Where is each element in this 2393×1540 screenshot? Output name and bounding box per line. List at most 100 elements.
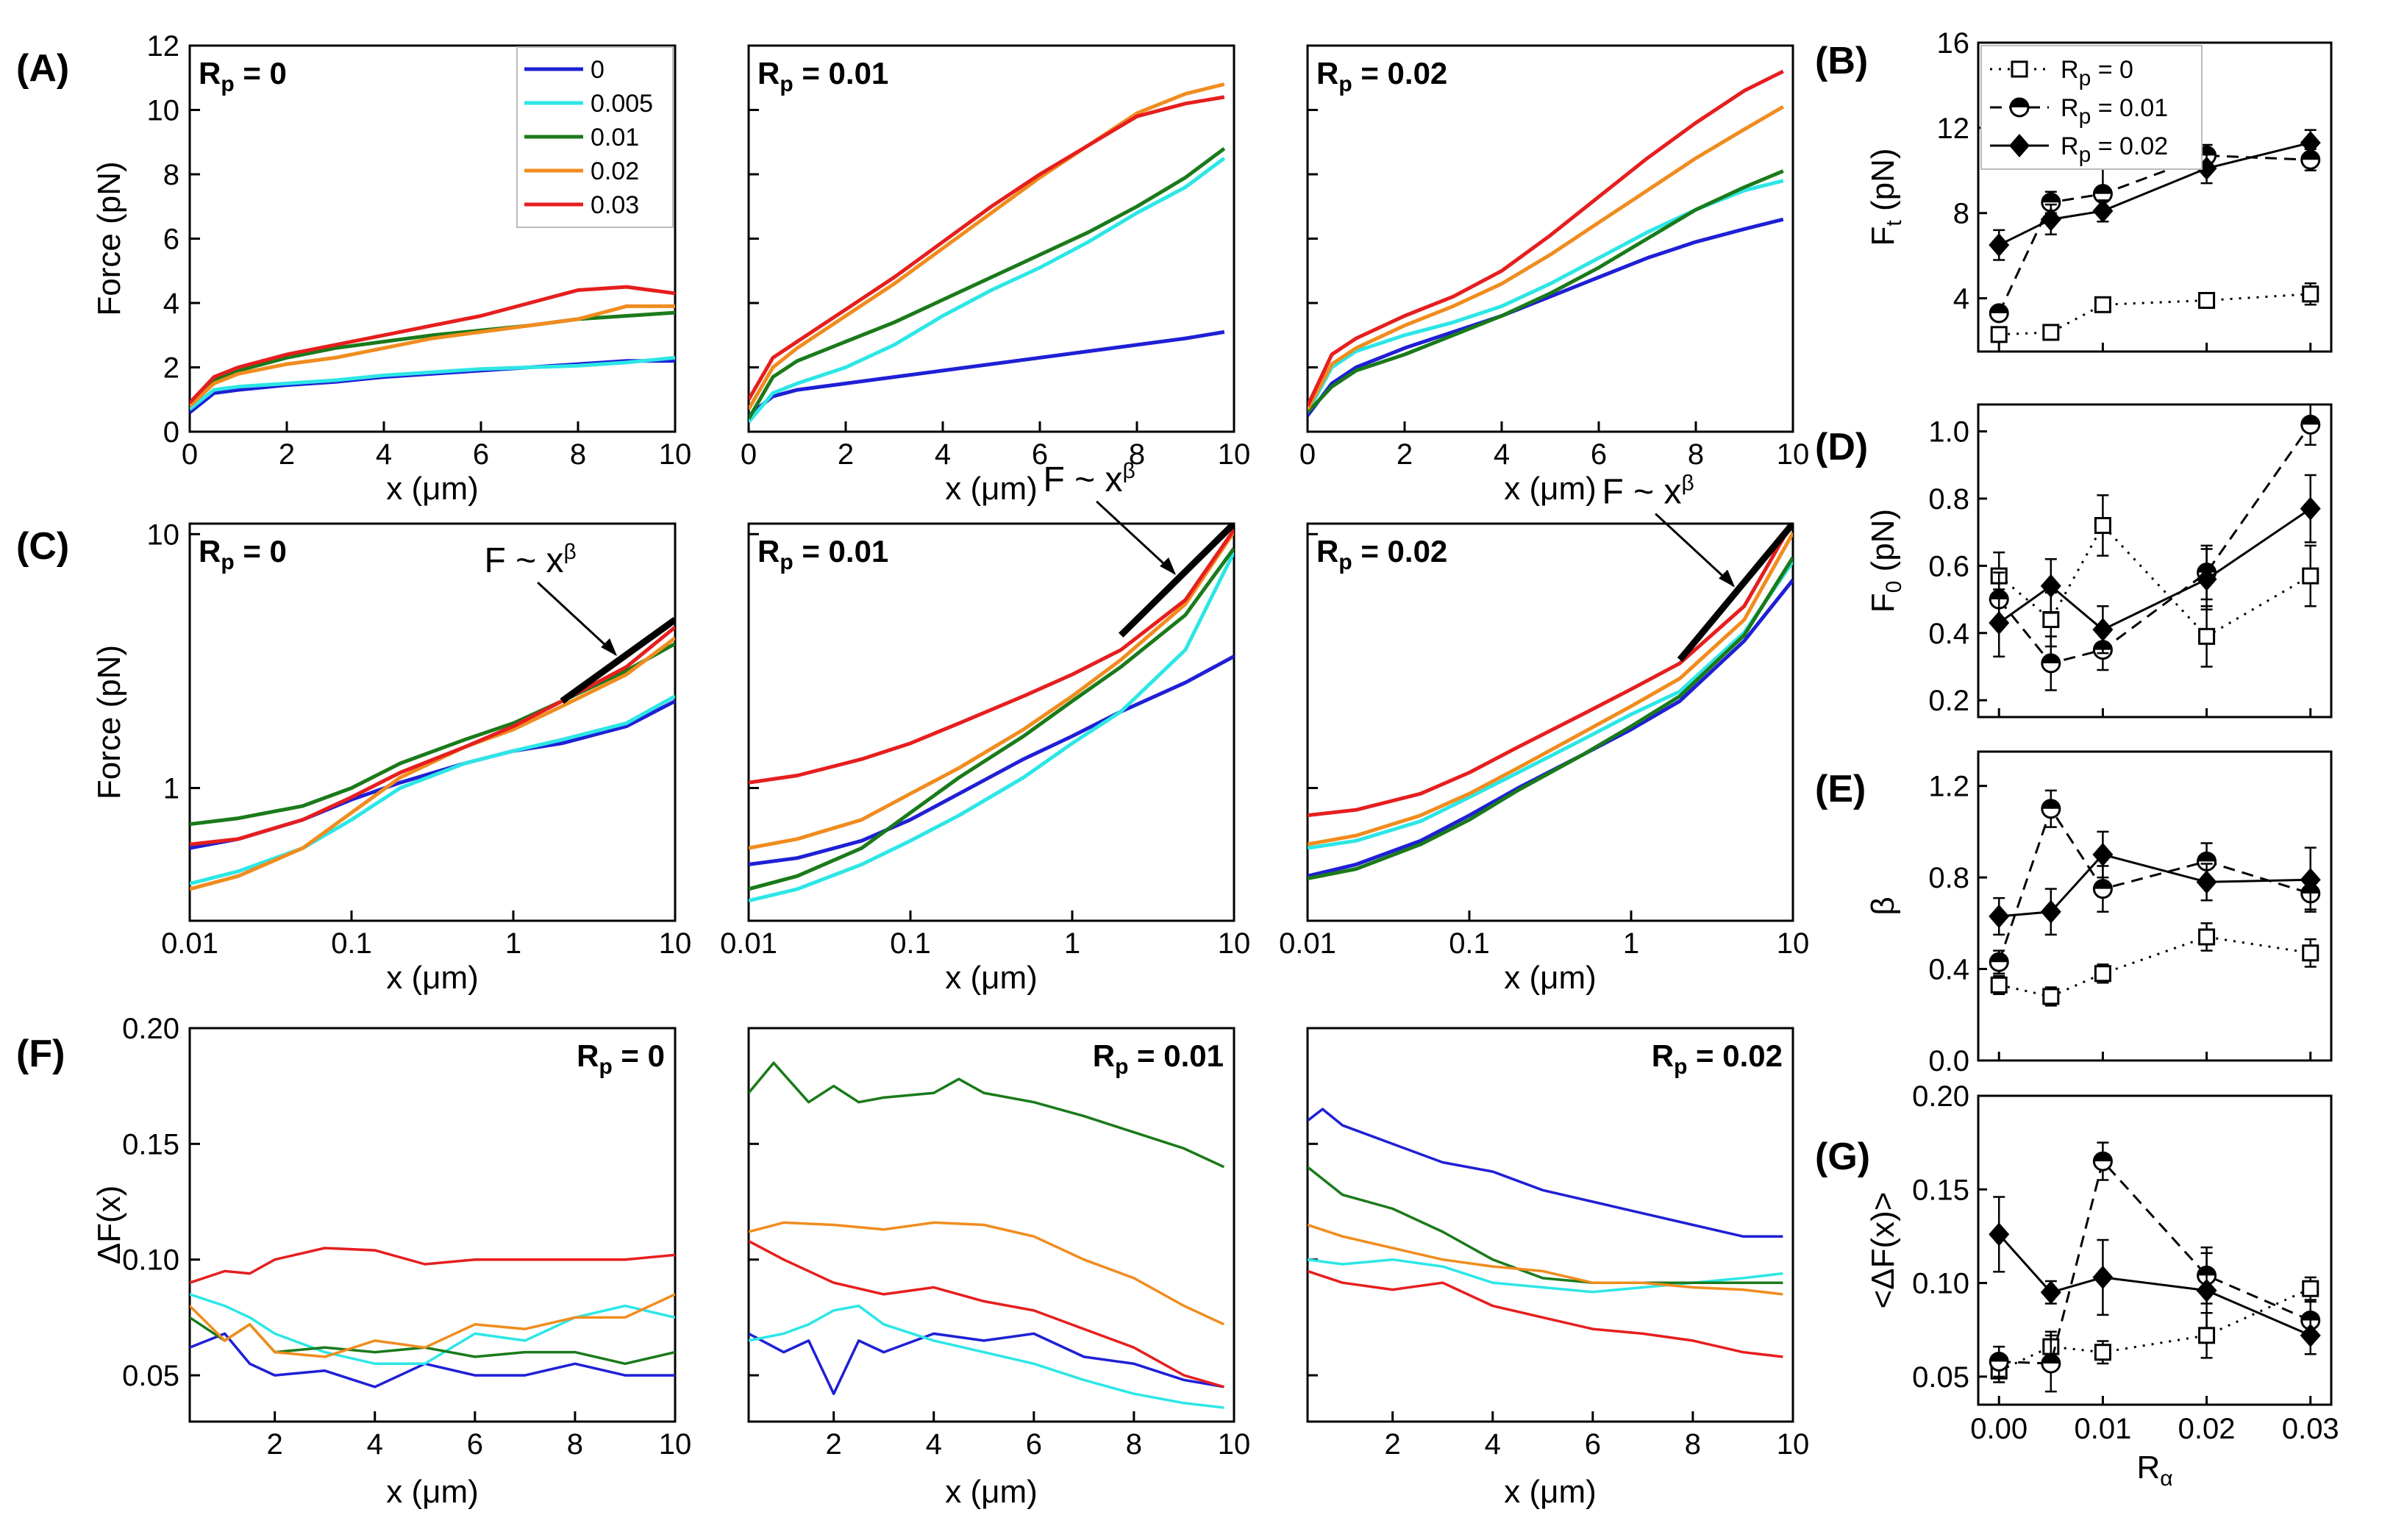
- x-tick-label: 6: [1032, 438, 1048, 471]
- x-tick-label: 0.1: [890, 927, 931, 960]
- marker-square: [2042, 610, 2060, 628]
- panel-title-rp-rest: = 0: [613, 1038, 665, 1073]
- series-line-0.02: [1308, 1223, 1783, 1296]
- plot-frame-D: [1977, 403, 2333, 719]
- y-axis-label-main: β: [1865, 896, 1901, 915]
- x-tick-label: 0.01: [720, 927, 777, 960]
- x-tick-label: 8: [1129, 438, 1145, 471]
- legend-label: Rp = 0: [2061, 56, 2133, 90]
- series-line-0.02: [1308, 532, 1793, 846]
- marker-square: [1990, 326, 2008, 343]
- marker-diamond: [2300, 868, 2321, 892]
- panel-title-rp: Rp = 0: [199, 534, 287, 574]
- series-circle-half: [1989, 143, 2321, 324]
- panel-title-rp-main: R: [757, 534, 780, 568]
- y-tick-label: 0.15: [122, 1128, 179, 1161]
- panel-title-rp-main: R: [1316, 534, 1338, 568]
- plot-frame-C1: [188, 522, 677, 922]
- series-line: [1998, 935, 2311, 998]
- y-tick-label: 6: [163, 224, 179, 256]
- x-tick-label: 2: [826, 1428, 842, 1461]
- plot-frame-B: [1977, 41, 2333, 353]
- y-tick-label: 16: [1937, 27, 1970, 60]
- marker-diamond: [2196, 1278, 2217, 1302]
- panel-title-rp-sub: p: [1674, 1055, 1687, 1079]
- marker-square: [2094, 296, 2111, 313]
- marker-diamond: [2092, 199, 2114, 223]
- plot-frame-F3: [1306, 1027, 1794, 1423]
- x-tick-label: 4: [935, 438, 951, 471]
- marker-square: [2302, 944, 2319, 962]
- y-tick-label: 1.0: [1928, 416, 1969, 449]
- series-line-0.005: [749, 551, 1234, 903]
- x-tick-label: 10: [659, 1428, 692, 1461]
- series-group-C2: [749, 524, 1234, 903]
- x-tick-label: 10: [1777, 438, 1810, 471]
- x-tick-label: 8: [1685, 1428, 1701, 1461]
- panel-A3: 0 2 4 6 8 10 x (μm) Rp = 0.02: [1299, 44, 1810, 507]
- series-line-0: [1308, 217, 1784, 417]
- y-tick-label: 8: [1953, 198, 1969, 230]
- panel-F3: 2 4 6 8 10 x (μm) Rp = 0.02: [1306, 1027, 1809, 1510]
- marker-circle-fill: [2041, 1355, 2060, 1363]
- marker-circle-fill: [1990, 1352, 2008, 1362]
- series-line-0.005: [190, 694, 675, 886]
- y-tick-label: 0.05: [122, 1360, 179, 1392]
- series-group-C1: [190, 617, 675, 891]
- plot-frame-E: [1977, 750, 2333, 1062]
- plot-frame-A3: [1306, 44, 1794, 433]
- series-line-0.03: [1308, 1269, 1783, 1358]
- marker-square: [2302, 567, 2319, 585]
- panel-G: 0.00 0.01 0.02 0.03 0.05 0.10 0.15 0.20 <ΔF(x)> R…: [1865, 1080, 2339, 1491]
- marker-square: [2011, 60, 2028, 78]
- y-tick-label: 1.2: [1928, 771, 1969, 803]
- marker-square: [1990, 976, 2008, 994]
- legend-label: 0.02: [591, 157, 639, 185]
- y-tick-label: 0.20: [1912, 1080, 1969, 1113]
- panel-title-rp-main: R: [1093, 1038, 1115, 1073]
- y-tick-label: 4: [1953, 283, 1969, 316]
- series-line-0.02: [190, 636, 675, 891]
- panel-title-rp-rest: = 0: [235, 56, 287, 90]
- marker-diamond: [2040, 574, 2061, 598]
- series-line-0.03: [1308, 69, 1784, 407]
- series-line-0: [749, 655, 1234, 866]
- series-line-0.005: [749, 1304, 1224, 1409]
- marker-diamond: [2092, 1265, 2114, 1289]
- x-tick-label: 6: [1585, 1428, 1601, 1461]
- x-tick-label: 0.02: [2178, 1413, 2236, 1445]
- x-tick-label: 2: [838, 438, 854, 471]
- y-tick-label: 4: [163, 288, 179, 320]
- marker-diamond: [2196, 567, 2217, 591]
- x-tick-label: 8: [567, 1428, 583, 1461]
- series-diamond-filled: [1989, 830, 2321, 936]
- x-axis-label-main: R: [2136, 1450, 2160, 1486]
- panel-D: 0.2 0.4 0.6 0.8 1.0 F0 (pN): [1865, 403, 2333, 719]
- y-tick-label: 0.2: [1928, 685, 1969, 717]
- series-line-0.03: [190, 625, 675, 846]
- y-tick-label: 1: [163, 772, 179, 805]
- x-axis-label-sub: α: [2160, 1466, 2172, 1491]
- panel-title-rp-main: R: [199, 534, 221, 568]
- series-diamond-filled: [1989, 129, 2321, 261]
- y-axis-label: <ΔF(x)>: [1865, 1192, 1901, 1309]
- series-line-0.03: [1308, 524, 1793, 818]
- panel-title-rp: Rp = 0.01: [1093, 1038, 1224, 1079]
- y-tick-label: 0.8: [1928, 862, 1969, 894]
- marker-circle-fill: [1990, 304, 2008, 313]
- series-line-0.01: [1308, 556, 1793, 881]
- fit-line: [1677, 524, 1793, 662]
- x-tick-label: 0.1: [331, 927, 372, 960]
- legend-label-main: R: [2061, 132, 2079, 160]
- x-tick-label: 6: [473, 438, 489, 471]
- legend-label: 0.01: [591, 124, 639, 151]
- y-tick-label: 0.20: [122, 1013, 179, 1045]
- y-axis-label-main: F: [1865, 227, 1901, 246]
- marker-diamond: [1989, 905, 2010, 928]
- marker-diamond: [1989, 611, 2010, 635]
- marker-diamond: [2300, 131, 2321, 155]
- y-axis-label: Force (pN): [91, 161, 127, 316]
- x-tick-label: 10: [1777, 927, 1810, 960]
- panel-E: 0.0 0.4 0.8 1.2 β: [1865, 750, 2333, 1077]
